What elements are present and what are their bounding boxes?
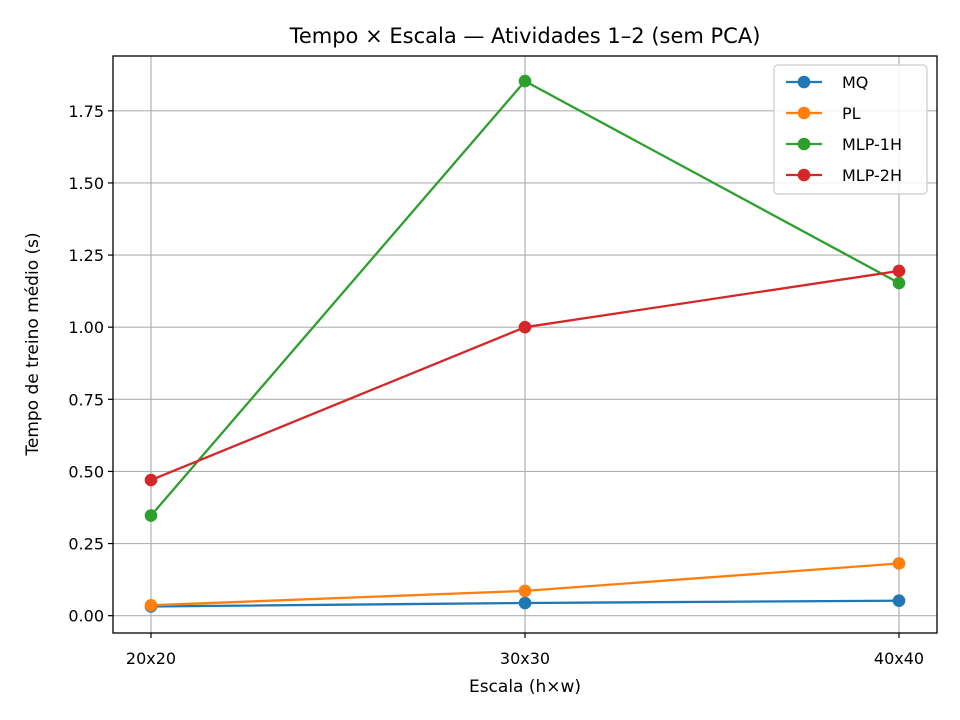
y-tick-label: 0.00 — [68, 607, 104, 626]
legend-marker-pl — [797, 106, 811, 120]
data-point-mq — [892, 594, 906, 607]
y-tick-label: 0.50 — [68, 462, 104, 481]
legend-label-mlp-1h: MLP-1H — [842, 135, 902, 154]
y-tick-label: 0.25 — [68, 535, 104, 554]
legend-marker-mlp-2h — [797, 168, 811, 182]
x-axis-label: Escala (h×w) — [469, 677, 581, 697]
ticks: 20x20 30x30 40x40 0.00 0.25 0.50 0.75 1.00 1.25 1… — [68, 102, 924, 668]
data-point-mlp-1h — [892, 276, 906, 290]
data-point-mlp-1h — [144, 509, 158, 522]
data-point-mq — [518, 596, 532, 610]
data-point-pl — [892, 557, 906, 570]
data-point-mlp-2h — [892, 264, 906, 278]
legend-label-mq: MQ — [842, 73, 868, 92]
y-tick-label: 1.75 — [68, 102, 104, 121]
y-tick-label: 1.00 — [68, 318, 104, 337]
series-layer — [144, 74, 906, 613]
legend: MQ PL MLP-1H MLP-2H — [773, 64, 928, 195]
chart-title: Tempo × Escala — Atividades 1–2 (sem PCA… — [289, 24, 761, 48]
legend-label-mlp-2h: MLP-2H — [842, 166, 902, 185]
legend-marker-mlp-1h — [797, 137, 811, 151]
x-tick-label: 20x20 — [126, 649, 176, 668]
data-point-pl — [518, 584, 532, 598]
x-tick-label: 30x30 — [500, 649, 550, 668]
y-axis-label: Tempo de treino médio (s) — [23, 232, 43, 456]
data-point-pl — [144, 599, 158, 612]
x-tick-label: 40x40 — [874, 649, 924, 668]
legend-marker-mq — [797, 75, 811, 89]
legend-box — [773, 64, 928, 195]
data-point-mlp-2h — [518, 320, 532, 334]
legend-label-pl: PL — [842, 104, 861, 123]
y-tick-label: 1.50 — [68, 174, 104, 193]
y-tick-label: 1.25 — [68, 246, 104, 265]
y-tick-label: 0.75 — [68, 390, 104, 409]
data-point-mlp-2h — [144, 473, 158, 487]
data-point-mlp-1h — [518, 74, 532, 88]
